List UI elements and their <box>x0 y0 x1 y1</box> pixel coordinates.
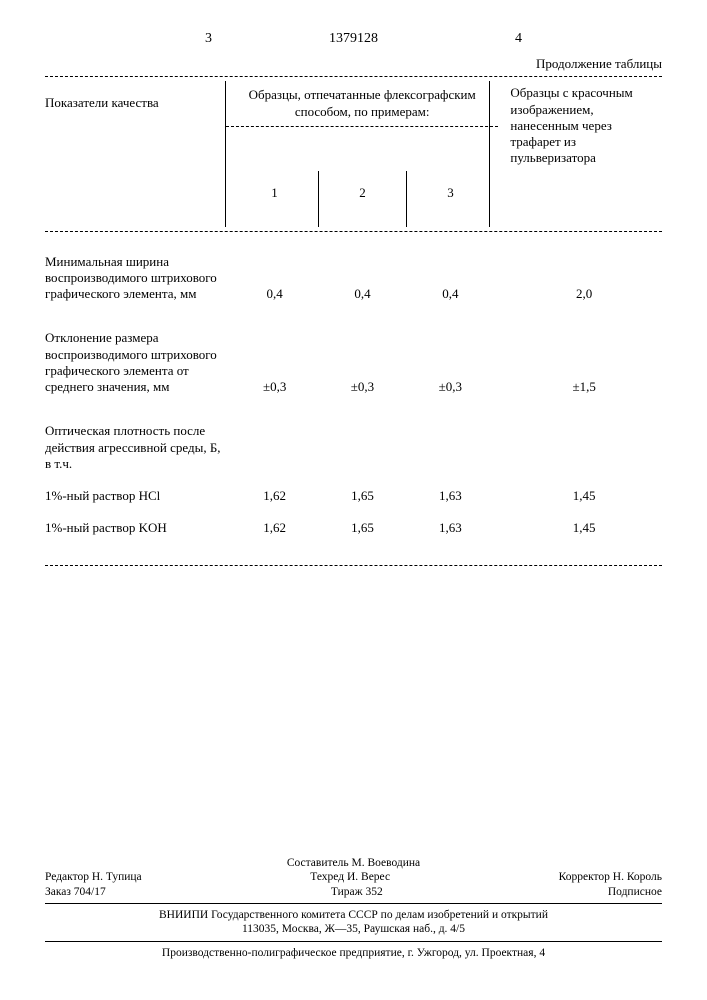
footer-org3: Производственно-полиграфическое предприя… <box>45 946 662 960</box>
imprint-footer: Составитель М. Воеводина Редактор Н. Туп… <box>45 856 662 960</box>
footer-tirage: Тираж 352 <box>331 885 383 899</box>
footer-techred: Техред И. Верес <box>310 870 390 884</box>
footer-credits-row: Редактор Н. Тупица Техред И. Верес Корре… <box>45 870 662 884</box>
data-table: Показатели качества Образцы, отпечатанны… <box>45 81 662 565</box>
row-v1: 1,62 <box>231 516 319 540</box>
table-rule-bottom <box>45 565 662 566</box>
row-v3: 1,63 <box>406 516 494 540</box>
row-label: Оптическая плотность после действия агре… <box>45 419 231 476</box>
footer-rule-1 <box>45 903 662 904</box>
table-subheader-row: 1 2 3 <box>45 171 662 227</box>
row-v1 <box>231 468 319 476</box>
footer-podpis: Подписное <box>608 885 662 899</box>
table-rule-top <box>45 76 662 77</box>
row-vr: 1,45 <box>494 484 662 508</box>
row-v1: 0,4 <box>231 282 319 306</box>
footer-org1: ВНИИПИ Государственного комитета СССР по… <box>45 908 662 922</box>
row-v2: ±0,3 <box>319 375 407 399</box>
row-label: Минимальная ширина воспроизводимого штри… <box>45 250 231 307</box>
footer-order-row: Заказ 704/17 Тираж 352 Подписное <box>45 885 662 899</box>
table-row: 1%-ный раствор KOH 1,62 1,65 1,63 1,45 <box>45 516 662 540</box>
row-v2: 1,65 <box>319 484 407 508</box>
table-header-row: Показатели качества Образцы, отпечатанны… <box>45 81 662 170</box>
col-header-indicator: Показатели качества <box>45 81 226 115</box>
subcol-3: 3 <box>406 171 494 227</box>
subhead-group: 1 2 3 <box>230 171 494 227</box>
row-vr: 1,45 <box>494 516 662 540</box>
row-label: 1%-ный раствор HCl <box>45 484 231 508</box>
table-row: Минимальная ширина воспроизводимого штри… <box>45 250 662 307</box>
footer-rule-2 <box>45 941 662 942</box>
table-row: Отклонение размера воспроизводимого штри… <box>45 326 662 399</box>
row-vr: 2,0 <box>494 282 662 306</box>
table-body: Минимальная ширина воспроизводимого штри… <box>45 250 662 541</box>
row-v1: ±0,3 <box>231 375 319 399</box>
subcol-1: 1 <box>230 171 318 227</box>
table-header-block: Показатели качества Образцы, отпечатанны… <box>45 81 662 226</box>
footer-editor: Редактор Н. Тупица <box>45 870 142 884</box>
row-v1: 1,62 <box>231 484 319 508</box>
col-header-group: Образцы, отпечатанные флексографским спо… <box>226 81 499 127</box>
page-number-right: 4 <box>515 30 522 48</box>
row-vr <box>494 468 662 476</box>
row-v3: ±0,3 <box>406 375 494 399</box>
subcol-2: 2 <box>318 171 406 227</box>
page-number-left: 3 <box>205 30 212 48</box>
page: 3 1379128 4 Продолжение таблицы Показате… <box>0 0 707 1000</box>
subhead-spacer-right <box>494 171 662 179</box>
row-vr: ±1,5 <box>494 375 662 399</box>
row-v3: 0,4 <box>406 282 494 306</box>
header-row: 3 1379128 4 <box>45 30 662 50</box>
row-v2: 1,65 <box>319 516 407 540</box>
footer-org2: 113035, Москва, Ж—35, Раушская наб., д. … <box>45 922 662 936</box>
table-row: Оптическая плотность после действия агре… <box>45 419 662 476</box>
footer-order: Заказ 704/17 <box>45 885 106 899</box>
row-v2: 0,4 <box>319 282 407 306</box>
row-v3 <box>406 468 494 476</box>
subhead-spacer-left <box>45 171 230 179</box>
row-label: 1%-ный раствор KOH <box>45 516 231 540</box>
row-v3: 1,63 <box>406 484 494 508</box>
table-continuation: Продолжение таблицы <box>45 56 662 72</box>
row-label: Отклонение размера воспроизводимого штри… <box>45 326 231 399</box>
footer-corrector: Корректор Н. Король <box>559 870 662 884</box>
document-number: 1379128 <box>45 30 662 48</box>
col-header-right: Образцы с красочным изображением, нанесе… <box>498 81 662 170</box>
table-row: 1%-ный раствор HCl 1,62 1,65 1,63 1,45 <box>45 484 662 508</box>
footer-compiler: Составитель М. Воеводина <box>45 856 662 870</box>
row-v2 <box>319 468 407 476</box>
table-rule-mid <box>45 231 662 232</box>
